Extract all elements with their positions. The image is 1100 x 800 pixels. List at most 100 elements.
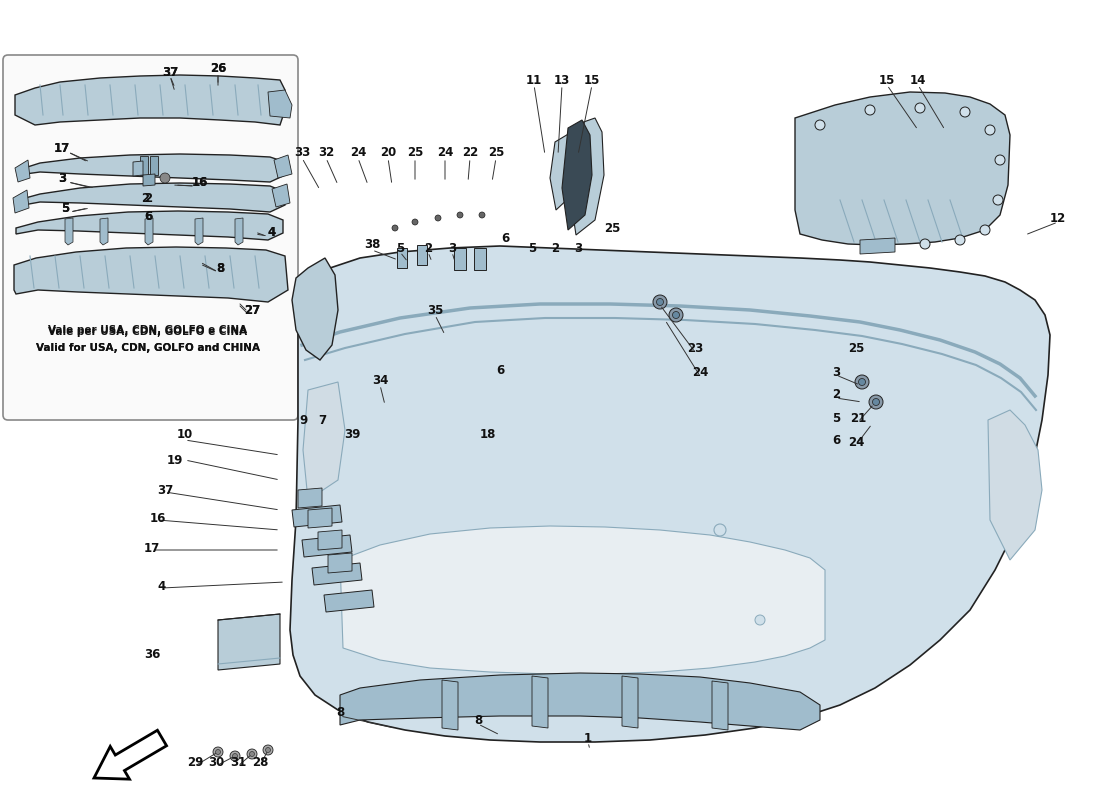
Text: 10: 10 bbox=[177, 429, 194, 442]
Text: 5: 5 bbox=[396, 242, 404, 254]
Text: 6: 6 bbox=[144, 210, 152, 222]
Polygon shape bbox=[268, 90, 292, 118]
Text: Vale per USA, CDN, GOLFO e CINA: Vale per USA, CDN, GOLFO e CINA bbox=[48, 325, 248, 335]
Polygon shape bbox=[18, 183, 285, 212]
Polygon shape bbox=[550, 133, 575, 210]
Circle shape bbox=[960, 107, 970, 117]
Polygon shape bbox=[290, 246, 1050, 742]
Text: 37: 37 bbox=[157, 483, 173, 497]
Polygon shape bbox=[308, 508, 332, 528]
Polygon shape bbox=[318, 530, 342, 550]
Text: 6: 6 bbox=[832, 434, 840, 446]
Text: 30: 30 bbox=[208, 755, 224, 769]
Text: Valid for USA, CDN, GOLFO and CHINA: Valid for USA, CDN, GOLFO and CHINA bbox=[36, 343, 260, 353]
Text: since 1960: since 1960 bbox=[543, 557, 697, 623]
Text: 4: 4 bbox=[268, 226, 276, 238]
Polygon shape bbox=[133, 161, 143, 176]
Circle shape bbox=[915, 103, 925, 113]
Text: 6: 6 bbox=[500, 231, 509, 245]
Text: 17: 17 bbox=[54, 142, 70, 154]
Text: 37: 37 bbox=[162, 66, 178, 78]
Text: 24: 24 bbox=[848, 435, 865, 449]
Text: 25: 25 bbox=[407, 146, 424, 158]
Text: 8: 8 bbox=[216, 262, 224, 274]
Polygon shape bbox=[16, 211, 283, 240]
Text: 4: 4 bbox=[158, 579, 166, 593]
Circle shape bbox=[392, 225, 398, 231]
Text: 13: 13 bbox=[554, 74, 570, 86]
Text: 2: 2 bbox=[551, 242, 559, 254]
Text: 38: 38 bbox=[364, 238, 381, 251]
Text: 19: 19 bbox=[167, 454, 184, 466]
Text: 1: 1 bbox=[584, 731, 592, 745]
Text: 5: 5 bbox=[60, 202, 69, 214]
Polygon shape bbox=[15, 75, 285, 125]
Text: 16: 16 bbox=[150, 511, 166, 525]
Text: 2: 2 bbox=[144, 191, 152, 205]
Text: 6: 6 bbox=[144, 210, 152, 222]
Text: 2: 2 bbox=[141, 191, 150, 205]
Circle shape bbox=[955, 235, 965, 245]
Polygon shape bbox=[417, 245, 427, 265]
Text: 23: 23 bbox=[686, 342, 703, 354]
Text: 22: 22 bbox=[462, 146, 478, 158]
Text: 32: 32 bbox=[318, 146, 334, 158]
Polygon shape bbox=[65, 218, 73, 245]
Text: 3: 3 bbox=[58, 171, 66, 185]
Polygon shape bbox=[860, 238, 895, 254]
Text: 6: 6 bbox=[496, 363, 504, 377]
Polygon shape bbox=[100, 218, 108, 245]
Polygon shape bbox=[312, 563, 362, 585]
Polygon shape bbox=[298, 488, 322, 508]
Polygon shape bbox=[988, 410, 1042, 560]
Circle shape bbox=[815, 120, 825, 130]
Text: 14: 14 bbox=[910, 74, 926, 86]
Circle shape bbox=[865, 105, 874, 115]
Text: 36: 36 bbox=[144, 649, 161, 662]
Text: 34: 34 bbox=[372, 374, 388, 386]
Text: 9: 9 bbox=[299, 414, 307, 426]
Circle shape bbox=[160, 173, 170, 183]
Text: 5: 5 bbox=[528, 242, 536, 254]
Text: 25: 25 bbox=[848, 342, 865, 354]
Polygon shape bbox=[195, 218, 204, 245]
Polygon shape bbox=[795, 92, 1010, 245]
Polygon shape bbox=[474, 248, 486, 270]
Circle shape bbox=[213, 747, 223, 757]
Text: 20: 20 bbox=[379, 146, 396, 158]
Polygon shape bbox=[235, 218, 243, 245]
Text: 21: 21 bbox=[850, 411, 866, 425]
Polygon shape bbox=[272, 184, 290, 207]
Text: 2: 2 bbox=[424, 242, 432, 254]
Text: 25: 25 bbox=[604, 222, 620, 234]
Text: 8: 8 bbox=[216, 262, 224, 274]
Text: 3: 3 bbox=[448, 242, 456, 254]
Polygon shape bbox=[454, 248, 466, 270]
Circle shape bbox=[996, 155, 1005, 165]
Polygon shape bbox=[340, 673, 820, 730]
Circle shape bbox=[669, 308, 683, 322]
Text: 17: 17 bbox=[144, 542, 161, 554]
Circle shape bbox=[869, 395, 883, 409]
Text: 25: 25 bbox=[487, 146, 504, 158]
Polygon shape bbox=[14, 247, 288, 302]
Polygon shape bbox=[328, 553, 352, 573]
Polygon shape bbox=[15, 160, 30, 182]
Polygon shape bbox=[292, 258, 338, 360]
Polygon shape bbox=[13, 190, 29, 213]
Text: 17: 17 bbox=[54, 142, 70, 154]
Circle shape bbox=[653, 295, 667, 309]
Text: 24: 24 bbox=[350, 146, 366, 158]
Text: 35: 35 bbox=[427, 303, 443, 317]
Text: 15: 15 bbox=[584, 74, 601, 86]
Circle shape bbox=[232, 754, 238, 758]
Polygon shape bbox=[145, 218, 153, 245]
Circle shape bbox=[248, 749, 257, 759]
Text: 8: 8 bbox=[336, 706, 344, 718]
Polygon shape bbox=[570, 118, 604, 235]
Text: 18: 18 bbox=[480, 429, 496, 442]
Circle shape bbox=[456, 212, 463, 218]
Polygon shape bbox=[150, 156, 158, 175]
Polygon shape bbox=[712, 681, 728, 730]
FancyBboxPatch shape bbox=[3, 55, 298, 420]
